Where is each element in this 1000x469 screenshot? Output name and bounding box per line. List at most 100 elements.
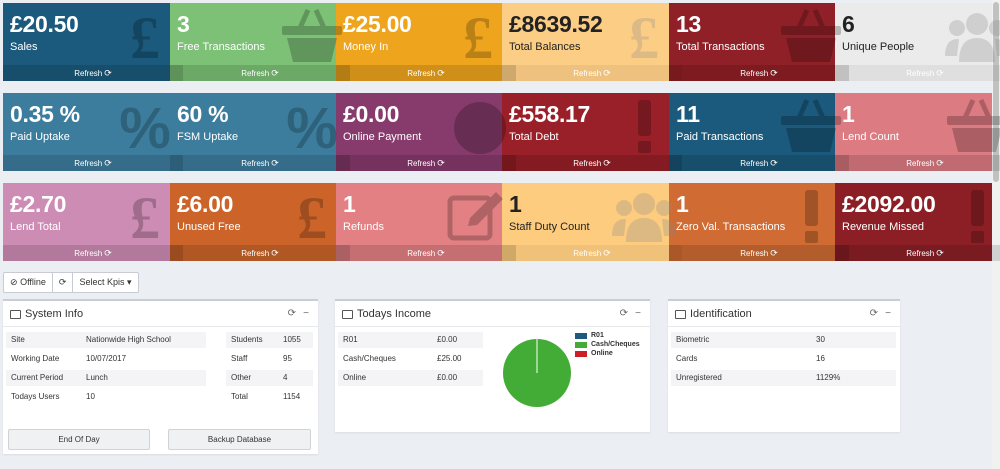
kpi-tile: £558.17 Total Debt Refresh ⟳ <box>502 93 682 171</box>
panel-header: System Info ⟳ − <box>3 301 318 327</box>
legend-item: R01 <box>575 331 640 340</box>
refresh-button[interactable]: Refresh ⟳ <box>336 65 516 81</box>
kpi-tile: % 60 % FSM Uptake Refresh ⟳ <box>170 93 350 171</box>
refresh-label: Refresh <box>573 159 602 168</box>
refresh-all-button[interactable]: ⟳ <box>53 273 74 292</box>
row-label: Staff <box>231 354 248 363</box>
identification-panel: Identification ⟳ − Biometric 30 Cards 16 Unr… <box>668 299 900 432</box>
kpi-value: 1 <box>509 191 522 217</box>
users-icon <box>612 193 676 242</box>
refresh-label: Refresh <box>74 159 103 168</box>
panel-collapse-icon[interactable]: − <box>635 308 641 319</box>
refresh-button[interactable]: Refresh ⟳ <box>3 65 183 81</box>
refresh-button[interactable]: Refresh ⟳ <box>502 155 682 171</box>
kpi-tile: 1 Lend Count Refresh ⟳ <box>835 93 1000 171</box>
row-value: £0.00 <box>437 373 458 382</box>
refresh-label: Refresh <box>74 249 103 258</box>
ban-icon: ⊘ <box>10 277 18 287</box>
refresh-icon: ⟳ <box>104 158 112 168</box>
percent-icon: % <box>119 96 171 154</box>
row-value: 95 <box>283 354 292 363</box>
page-scrollbar[interactable] <box>992 0 1000 469</box>
table-row: Cards 16 <box>671 351 896 367</box>
kpi-label: Lend Count <box>842 131 899 143</box>
kpi-tile: 1 Zero Val. Transactions Refresh ⟳ <box>669 183 849 261</box>
kpi-value: £2092.00 <box>842 191 936 217</box>
refresh-icon: ⟳ <box>437 68 445 78</box>
kpi-label: Paid Transactions <box>676 131 764 143</box>
select-kpis-dropdown[interactable]: Select Kpis ▾ <box>73 273 137 292</box>
offline-button[interactable]: ⊘ Offline <box>4 273 53 292</box>
refresh-button[interactable]: Refresh ⟳ <box>502 245 682 261</box>
refresh-button[interactable]: Refresh ⟳ <box>336 155 516 171</box>
kpi-value: 0.35 % <box>10 101 80 127</box>
kpi-label: Money In <box>343 41 389 53</box>
row-value: £25.00 <box>437 354 462 363</box>
row-label: Unregistered <box>676 373 722 382</box>
scrollbar-thumb[interactable] <box>993 2 999 182</box>
dashboard-toolbar: ⊘ Offline ⟳ Select Kpis ▾ <box>3 272 139 293</box>
pound-icon: £ <box>130 186 160 244</box>
row-value: £0.00 <box>437 335 458 344</box>
row-label: Cash/Cheques <box>343 354 396 363</box>
refresh-label: Refresh <box>407 159 436 168</box>
backup-database-button[interactable]: Backup Database <box>168 429 311 450</box>
panel-refresh-icon[interactable]: ⟳ <box>869 308 878 319</box>
panel-title: Todays Income <box>357 308 431 320</box>
legend-label: Cash/Cheques <box>591 341 640 348</box>
end-of-day-button[interactable]: End Of Day <box>8 429 150 450</box>
refresh-label: Refresh <box>74 69 103 78</box>
kpi-value: 60 % <box>177 101 229 127</box>
panel-header: Identification ⟳ − <box>668 301 900 327</box>
refresh-icon: ⟳ <box>936 68 944 78</box>
refresh-icon: ⟳ <box>271 248 279 258</box>
panel-refresh-icon[interactable]: ⟳ <box>287 308 296 319</box>
row-label: Current Period <box>11 373 64 382</box>
table-row: Todays Users 10 <box>6 389 206 405</box>
refresh-button[interactable]: Refresh ⟳ <box>170 155 350 171</box>
select-kpis-label: Select Kpis <box>79 277 125 287</box>
kpi-label: Online Payment <box>343 131 422 143</box>
refresh-icon: ⟳ <box>104 68 112 78</box>
table-row: Total 1154 <box>226 389 313 405</box>
kpi-value: £8639.52 <box>509 11 603 37</box>
refresh-button[interactable]: Refresh ⟳ <box>502 65 682 81</box>
kpi-label: Staff Duty Count <box>509 221 590 233</box>
panel-collapse-icon[interactable]: − <box>303 308 309 319</box>
kpi-label: Sales <box>10 41 38 53</box>
table-row: Current Period Lunch <box>6 370 206 386</box>
svg-text:£: £ <box>629 6 659 64</box>
refresh-icon: ⟳ <box>936 158 944 168</box>
row-value: 30 <box>816 335 825 344</box>
users-icon <box>945 13 1000 62</box>
kpi-label: Unique People <box>842 41 915 53</box>
kpi-tile: 1 Refunds Refresh ⟳ <box>336 183 516 261</box>
legend-label: R01 <box>591 332 604 339</box>
refresh-button[interactable]: Refresh ⟳ <box>835 245 1000 261</box>
refresh-label: Refresh <box>573 69 602 78</box>
refresh-button[interactable]: Refresh ⟳ <box>835 65 1000 81</box>
income-pie-chart <box>503 339 571 407</box>
refresh-button[interactable]: Refresh ⟳ <box>669 155 849 171</box>
refresh-button[interactable]: Refresh ⟳ <box>170 65 350 81</box>
panel-collapse-icon[interactable]: − <box>885 308 891 319</box>
kpi-label: Total Balances <box>509 41 581 53</box>
pound-icon: £ <box>629 6 659 64</box>
kpi-label: Lend Total <box>10 221 61 233</box>
kpi-value: 1 <box>676 191 689 217</box>
refresh-button[interactable]: Refresh ⟳ <box>669 245 849 261</box>
legend-item: Online <box>575 349 640 358</box>
refresh-label: Refresh <box>906 159 935 168</box>
row-label: R01 <box>343 335 358 344</box>
refresh-button[interactable]: Refresh ⟳ <box>3 155 183 171</box>
refresh-button[interactable]: Refresh ⟳ <box>336 245 516 261</box>
refresh-button[interactable]: Refresh ⟳ <box>3 245 183 261</box>
row-label: Online <box>343 373 367 382</box>
table-row: Biometric 30 <box>671 332 896 348</box>
refresh-button[interactable]: Refresh ⟳ <box>669 65 849 81</box>
exclamation-icon <box>638 100 651 153</box>
refresh-button[interactable]: Refresh ⟳ <box>835 155 1000 171</box>
panel-refresh-icon[interactable]: ⟳ <box>619 308 628 319</box>
legend-label: Online <box>591 350 613 357</box>
refresh-button[interactable]: Refresh ⟳ <box>170 245 350 261</box>
